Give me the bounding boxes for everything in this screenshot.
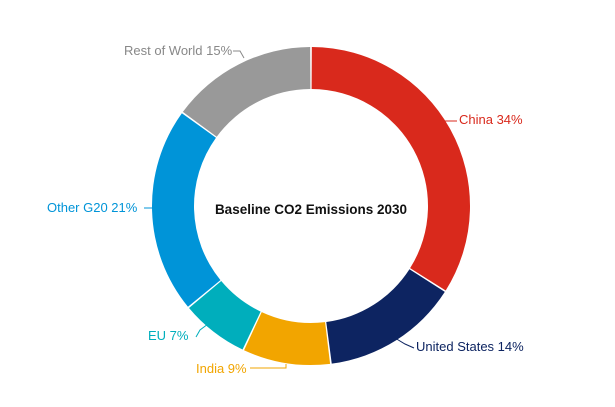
labels-layer: China 34% United States 14% India 9% EU 7% O… [47,43,524,376]
chart-title: Baseline CO2 Emissions 2030 [215,202,407,217]
slice-label-united-states: United States 14% [416,339,524,354]
leader-line-rest-of-world [233,50,245,59]
slice-label-china: China 34% [459,112,523,127]
slice-rest-of-world [182,47,311,137]
slice-india [244,312,331,366]
slice-label-rest-of-world: Rest of World 15% [124,43,233,58]
leader-line-india [250,364,287,369]
leader-line-eu [195,323,209,338]
slice-china [311,47,470,291]
slice-label-india: India 9% [196,361,247,376]
slice-united-states [326,269,445,364]
slice-eu [189,281,261,350]
slice-label-other-g20: Other G20 21% [47,200,138,215]
slice-label-eu: EU 7% [148,328,189,343]
slice-other-g20 [152,113,221,307]
leader-line-united-states [394,337,415,349]
leaders-layer [144,50,457,369]
slices-layer [152,47,470,366]
